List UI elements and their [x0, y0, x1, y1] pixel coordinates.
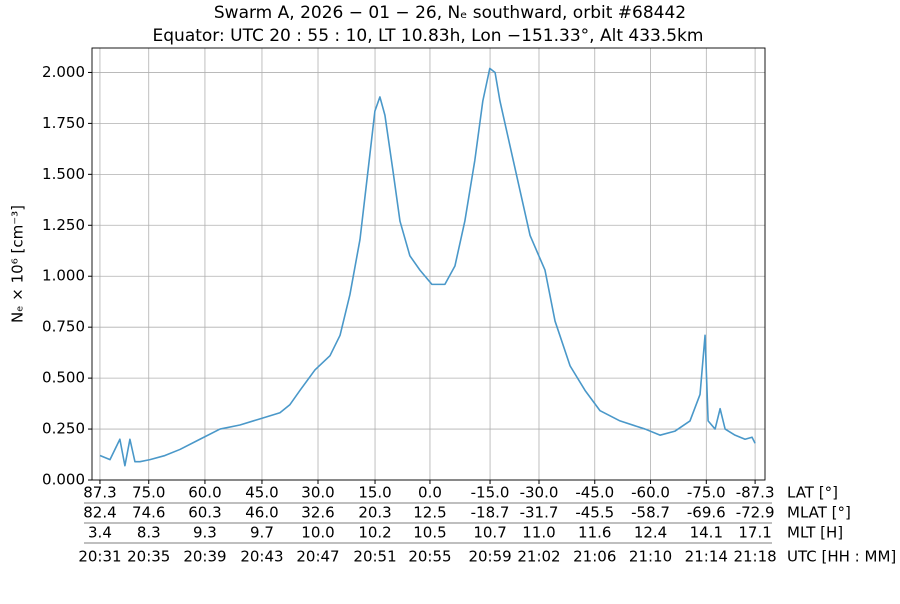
- x-tick-label: 21:14: [685, 548, 728, 566]
- x-tick-label: 9.7: [250, 524, 274, 542]
- x-row-name: MLT [H]: [787, 524, 843, 542]
- x-tick-label: 20:55: [408, 548, 451, 566]
- x-tick-label: -69.6: [687, 504, 726, 522]
- x-tick-label: 20:35: [127, 548, 170, 566]
- x-tick-label: 17.1: [738, 524, 771, 542]
- x-tick-label: -18.7: [471, 504, 510, 522]
- x-tick-label: 20:31: [78, 548, 121, 566]
- x-tick-label: 21:10: [629, 548, 672, 566]
- plot-frame: [91, 47, 766, 481]
- x-tick-label: 9.3: [193, 524, 217, 542]
- x-tick-label: 12.5: [413, 504, 446, 522]
- x-tick-label: 20:43: [240, 548, 283, 566]
- x-tick-label: -60.0: [631, 484, 670, 502]
- x-tick-label: -75.0: [687, 484, 726, 502]
- y-tick-label: 0.250: [42, 420, 85, 438]
- x-tick-label: 45.0: [245, 484, 278, 502]
- y-axis-label: Nₑ × 10⁶ [cm⁻³]: [9, 205, 27, 323]
- x-tick-label: 46.0: [245, 504, 278, 522]
- x-tick-label: 32.6: [301, 504, 334, 522]
- x-tick-label: 30.0: [301, 484, 334, 502]
- x-tick-label: 20:39: [183, 548, 226, 566]
- y-tick-label: 2.000: [42, 63, 85, 81]
- x-tick-label: -31.7: [520, 504, 559, 522]
- y-tick-label: 1.000: [42, 267, 85, 285]
- x-tick-label: 11.6: [578, 524, 611, 542]
- y-tick-label: 0.750: [42, 318, 85, 336]
- x-tick-label: 87.3: [83, 484, 116, 502]
- x-tick-label: -30.0: [520, 484, 559, 502]
- x-tick-label: 60.0: [188, 484, 221, 502]
- y-tick-label: 0.000: [42, 471, 85, 489]
- x-tick-label: 21:02: [517, 548, 560, 566]
- x-tick-label: 21:06: [573, 548, 616, 566]
- x-tick-label: 20:47: [296, 548, 339, 566]
- x-tick-label: 20.3: [358, 504, 391, 522]
- x-tick-label: 14.1: [690, 524, 723, 542]
- x-tick-label: 20:51: [353, 548, 396, 566]
- x-tick-label: -45.0: [575, 484, 614, 502]
- x-axis-label: UTC [HH : MM]: [787, 548, 896, 566]
- x-tick-label: -15.0: [471, 484, 510, 502]
- x-tick-label: 10.5: [413, 524, 446, 542]
- x-tick-label: 11.0: [522, 524, 555, 542]
- x-tick-label: 21:18: [733, 548, 776, 566]
- x-tick-label: 74.6: [132, 504, 165, 522]
- x-tick-label: 82.4: [83, 504, 116, 522]
- x-tick-label: 15.0: [358, 484, 391, 502]
- y-tick-label: 0.500: [42, 369, 85, 387]
- x-row-name: LAT [°]: [787, 484, 838, 502]
- x-tick-label: 0.0: [418, 484, 442, 502]
- x-tick-label: 10.7: [473, 524, 506, 542]
- data-line: [99, 67, 756, 467]
- x-tick-label: -58.7: [631, 504, 670, 522]
- y-tick-label: 1.750: [42, 114, 85, 132]
- x-tick-label: -87.3: [736, 484, 775, 502]
- y-tick-label: 1.500: [42, 165, 85, 183]
- x-tick-label: 3.4: [88, 524, 112, 542]
- x-tick-label: 20:59: [468, 548, 511, 566]
- x-tick-label: 8.3: [137, 524, 161, 542]
- y-tick-label: 1.250: [42, 216, 85, 234]
- x-tick-label: -45.5: [575, 504, 614, 522]
- x-tick-label: 60.3: [188, 504, 221, 522]
- x-tick-label: 10.2: [358, 524, 391, 542]
- x-tick-label: 12.4: [634, 524, 667, 542]
- x-tick-label: 75.0: [132, 484, 165, 502]
- x-tick-label: 10.0: [301, 524, 334, 542]
- chart-subtitle: Equator: UTC 20 : 55 : 10, LT 10.83h, Lo…: [153, 26, 704, 46]
- x-tick-label: -72.9: [736, 504, 775, 522]
- x-row-name: MLAT [°]: [787, 504, 851, 522]
- chart-title: Swarm A, 2026 − 01 − 26, Nₑ southward, o…: [214, 3, 686, 23]
